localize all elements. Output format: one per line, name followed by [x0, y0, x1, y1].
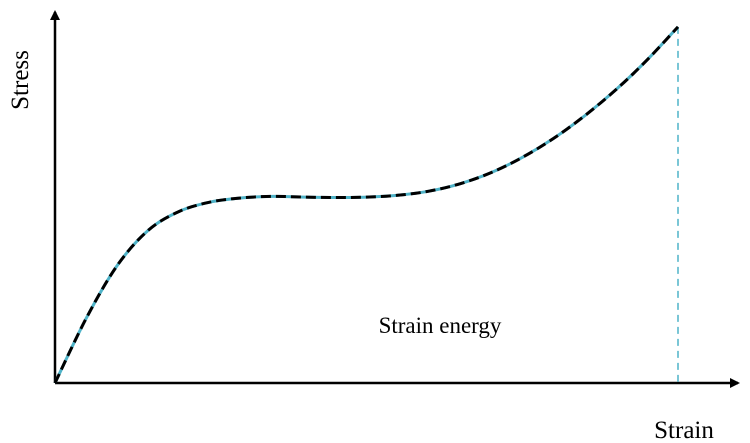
- strain-energy-annotation: Strain energy: [379, 313, 502, 338]
- x-axis-label: Strain: [654, 417, 714, 443]
- curve-overlay-line: [53, 25, 680, 384]
- stress-strain-curve: [53, 25, 680, 384]
- y-axis-label: Stress: [7, 50, 34, 110]
